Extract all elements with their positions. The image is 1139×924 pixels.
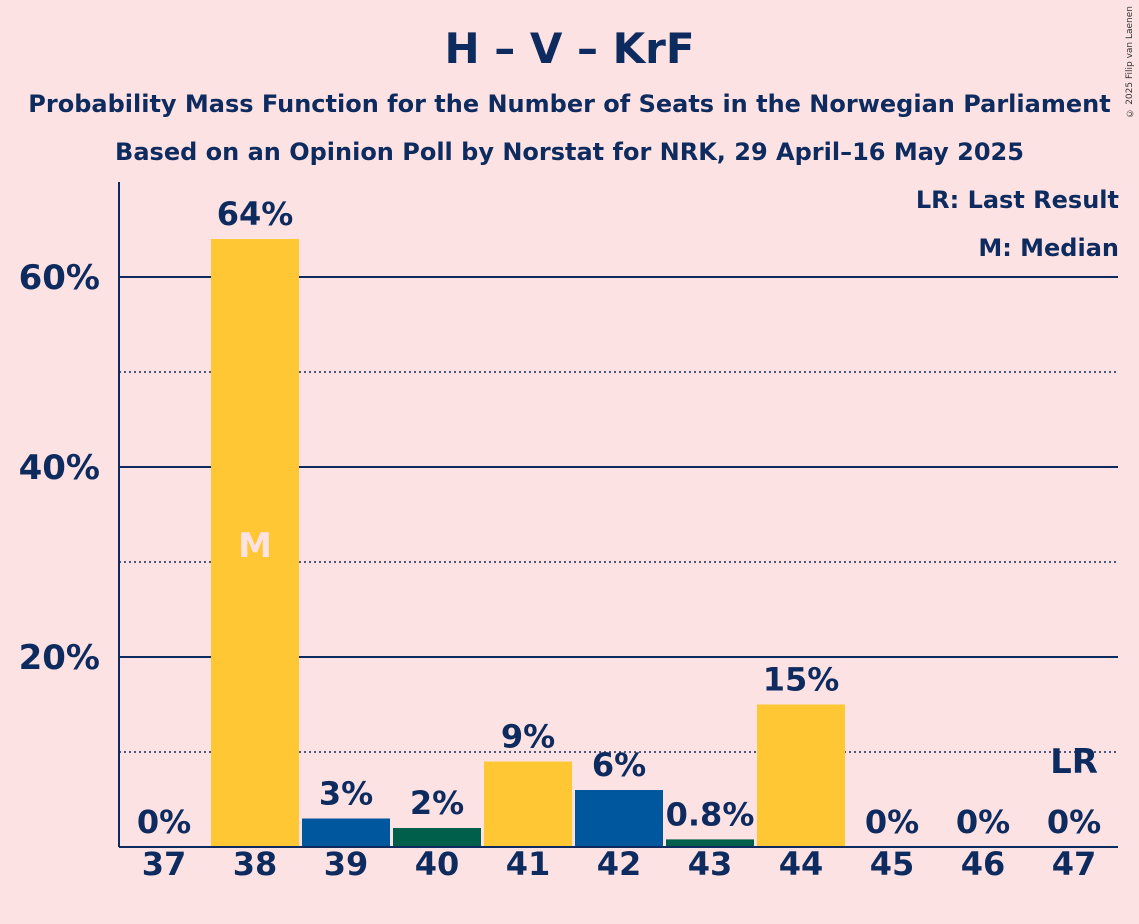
y-tick-label-20: 20%	[19, 638, 100, 678]
x-tick-label-44: 44	[779, 845, 824, 883]
value-label-38: 64%	[217, 195, 294, 233]
x-tick-label-45: 45	[870, 845, 915, 883]
x-tick-label-37: 37	[142, 845, 187, 883]
value-label-41: 9%	[501, 718, 555, 756]
x-tick-label-40: 40	[415, 845, 460, 883]
chart-subtitle: Probability Mass Function for the Number…	[28, 90, 1111, 118]
last-result-marker: LR	[1050, 742, 1098, 782]
chart-title: H – V – KrF	[444, 24, 695, 73]
chart-subtitle-source: Based on an Opinion Poll by Norstat for …	[115, 138, 1024, 166]
value-label-40: 2%	[410, 784, 464, 822]
gridlines: 20% 40% 60%	[19, 258, 1118, 753]
bar-40	[393, 828, 481, 847]
bar-39	[302, 818, 390, 847]
bar-44	[757, 704, 845, 847]
legend-median: M: Median	[978, 234, 1119, 262]
axes	[118, 182, 1118, 848]
x-tick-label-39: 39	[324, 845, 369, 883]
bar-41	[484, 761, 572, 847]
x-tick-label-43: 43	[688, 845, 733, 883]
x-tick-label-42: 42	[597, 845, 642, 883]
x-tick-label-41: 41	[506, 845, 551, 883]
y-tick-label-40: 40%	[19, 448, 100, 488]
value-label-39: 3%	[319, 775, 373, 813]
value-label-45: 0%	[865, 803, 919, 841]
value-label-37: 0%	[137, 803, 191, 841]
y-tick-label-60: 60%	[19, 258, 100, 298]
value-label-47: 0%	[1047, 803, 1101, 841]
value-label-42: 6%	[592, 746, 646, 784]
value-label-43: 0.8%	[666, 795, 755, 833]
bar-43	[666, 839, 754, 847]
value-label-46: 0%	[956, 803, 1010, 841]
bar-38	[211, 239, 299, 847]
value-label-44: 15%	[763, 661, 840, 699]
median-marker: M	[238, 526, 272, 566]
x-tick-label-47: 47	[1052, 845, 1097, 883]
x-tick-label-38: 38	[233, 845, 278, 883]
legend-last-result: LR: Last Result	[915, 186, 1119, 214]
value-labels: 0% 37 64% 38 M 3% 39 2% 40 9% 41 6% 42 0.8% 43 15% 44 0% 4…	[137, 195, 1101, 883]
bar-42	[575, 790, 663, 847]
x-tick-label-46: 46	[961, 845, 1006, 883]
bars	[211, 239, 845, 847]
